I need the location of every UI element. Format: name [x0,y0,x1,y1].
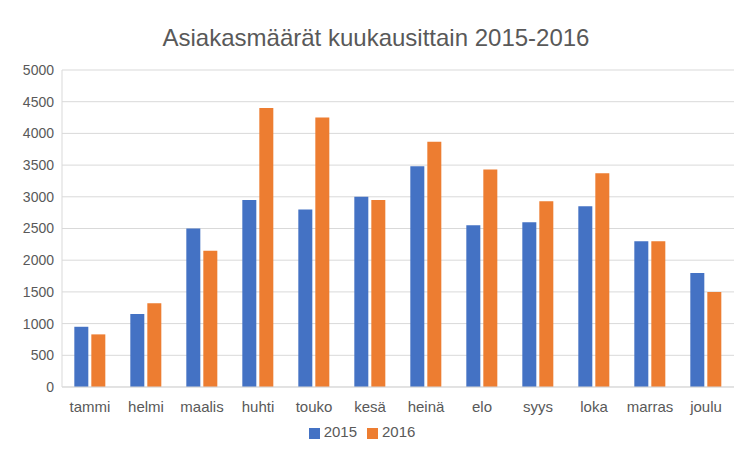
svg-text:heinä: heinä [408,398,445,415]
svg-text:maalis: maalis [180,398,223,415]
svg-text:1500: 1500 [23,284,54,300]
svg-text:4000: 4000 [23,125,54,141]
svg-text:500: 500 [31,347,55,363]
svg-text:2500: 2500 [23,220,54,236]
svg-text:joulu: joulu [689,398,722,415]
svg-text:huhti: huhti [242,398,275,415]
svg-text:marras: marras [627,398,674,415]
html-text:Asiakasmäärät kuukausittain 20: Asiakasmäärät kuukausittain 2015-2016 [162,24,590,51]
svg-text:0: 0 [46,379,54,395]
svg-text:3500: 3500 [23,157,54,173]
svg-text:loka: loka [580,398,608,415]
svg-text:tammi: tammi [70,398,111,415]
svg-text:3000: 3000 [23,189,54,205]
svg-text:kesä: kesä [354,398,386,415]
svg-text:5000: 5000 [23,62,54,78]
svg-text:syys: syys [523,398,553,415]
html-text:2016: 2016 [382,423,416,440]
svg-text:elo: elo [472,398,492,415]
svg-text:4500: 4500 [23,94,54,110]
html-text:2015: 2015 [323,423,357,440]
svg-text:1000: 1000 [23,316,54,332]
svg-text:touko: touko [296,398,333,415]
svg-text:helmi: helmi [128,398,164,415]
svg-text:2000: 2000 [23,252,54,268]
